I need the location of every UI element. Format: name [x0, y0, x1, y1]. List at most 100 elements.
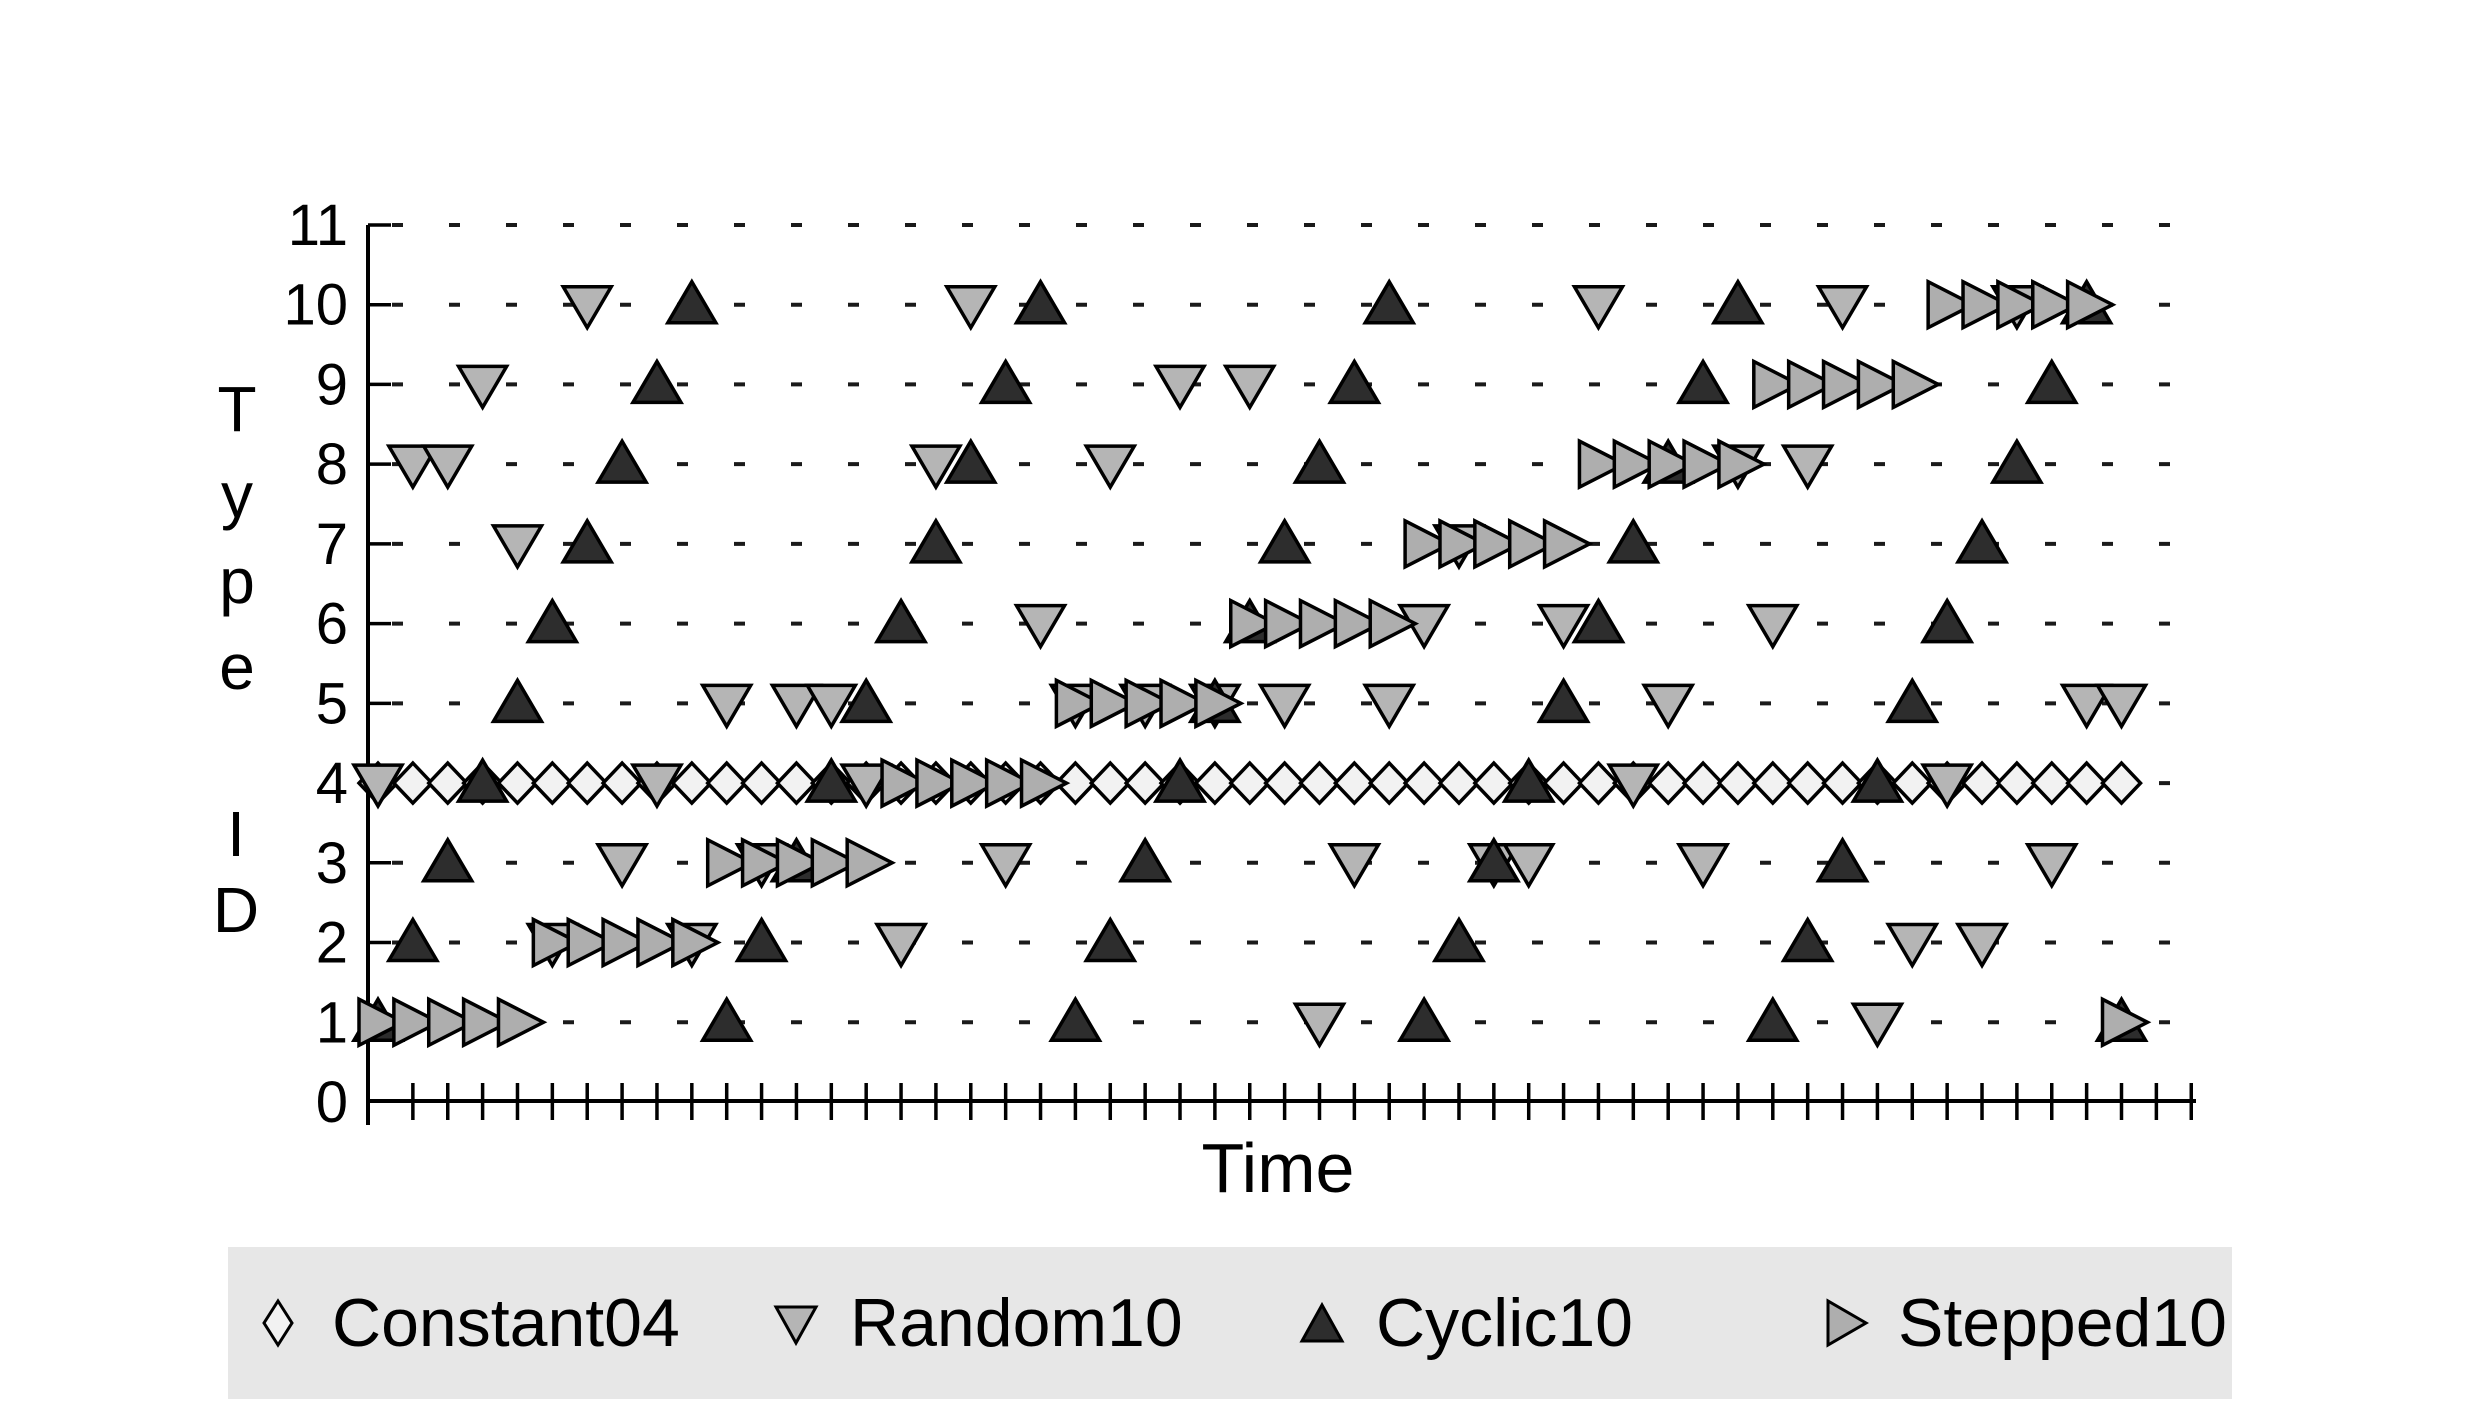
- marker-random10: [1745, 603, 1800, 651]
- marker-cyclic10: [1606, 517, 1661, 564]
- y-tick-label: 11: [288, 193, 348, 258]
- marker-constant04: [1786, 760, 1830, 806]
- marker-stepped10: [1612, 438, 1664, 491]
- marker-stepped10: [984, 757, 1036, 809]
- marker-constant04: [530, 760, 574, 806]
- y-tick-label: 8: [316, 432, 348, 497]
- marker-cyclic10: [1501, 756, 1556, 803]
- marker-random10: [1501, 843, 1556, 890]
- y-axis-title-letter: I: [227, 798, 245, 870]
- marker-random10: [1676, 843, 1731, 890]
- marker-stepped10: [1786, 358, 1838, 411]
- marker-stepped10: [1333, 597, 1385, 650]
- marker-stepped10: [392, 996, 443, 1049]
- marker-stepped10: [601, 916, 652, 969]
- marker-cyclic10: [1013, 278, 1068, 325]
- y-tick-label: 3: [316, 831, 348, 896]
- marker-stepped10: [2100, 996, 2152, 1049]
- x-axis-title: Time: [1202, 1129, 1355, 1207]
- marker-cyclic10: [839, 676, 894, 724]
- marker-cyclic10: [1083, 916, 1138, 963]
- marker-random10: [1850, 1002, 1905, 1049]
- marker-cyclic10: [1885, 676, 1940, 724]
- marker-constant04: [1332, 760, 1376, 806]
- marker-random10: [490, 524, 545, 571]
- marker-random10: [1641, 683, 1696, 730]
- y-tick-label: 1: [316, 990, 348, 1055]
- marker-stepped10: [915, 757, 966, 809]
- marker-random10: [1152, 364, 1208, 411]
- marker-random10: [1954, 922, 2010, 970]
- marker-random10: [943, 284, 998, 332]
- marker-cyclic10: [1989, 437, 2044, 484]
- marker-random10: [595, 843, 650, 890]
- series-stepped10: [357, 278, 2152, 1049]
- marker-stepped10: [1821, 358, 1873, 411]
- marker-cyclic10: [1676, 357, 1731, 405]
- marker-stepped10: [1194, 677, 1245, 730]
- marker-stepped10: [880, 757, 931, 809]
- marker-cyclic10: [525, 597, 580, 644]
- marker-cyclic10: [699, 995, 754, 1043]
- marker-random10: [1920, 763, 1975, 810]
- marker-stepped10: [1403, 518, 1454, 570]
- marker-constant04: [565, 760, 609, 806]
- y-tick-label: 2: [316, 911, 348, 976]
- marker-stepped10: [426, 996, 478, 1049]
- marker-stepped10: [531, 916, 583, 969]
- marker-random10: [1362, 683, 1417, 730]
- y-axis-title-letter: D: [213, 874, 259, 946]
- marker-cyclic10: [1048, 995, 1103, 1043]
- marker-stepped10: [2031, 278, 2082, 331]
- marker-random10: [560, 284, 615, 332]
- marker-random10: [1327, 843, 1382, 890]
- legend-label: Constant04: [332, 1285, 680, 1361]
- marker-stepped10: [1438, 518, 1489, 570]
- marker-cyclic10: [1431, 916, 1487, 963]
- y-tick-label: 9: [316, 352, 348, 417]
- marker-stepped10: [1054, 677, 1106, 730]
- marker-stepped10: [775, 836, 827, 889]
- marker-stepped10: [1124, 677, 1175, 730]
- marker-constant04: [1751, 760, 1795, 806]
- marker-stepped10: [496, 996, 548, 1049]
- marker-cyclic10: [490, 676, 545, 724]
- marker-stepped10: [357, 996, 408, 1049]
- marker-cyclic10: [1152, 756, 1208, 803]
- marker-cyclic10: [1815, 836, 1870, 883]
- y-axis-title-letter: T: [217, 373, 256, 445]
- marker-cyclic10: [1257, 517, 1312, 564]
- y-tick-label: 6: [316, 592, 348, 657]
- marker-cyclic10: [1292, 437, 1347, 484]
- marker-constant04: [2100, 760, 2143, 806]
- triangle-right-icon: [1826, 1298, 1869, 1348]
- marker-random10: [1815, 284, 1870, 332]
- y-tick-label: 5: [316, 671, 348, 736]
- marker-stepped10: [1961, 278, 2012, 331]
- marker-stepped10: [1926, 278, 1977, 331]
- marker-cyclic10: [629, 357, 685, 405]
- legend-item-constant04: Constant04: [250, 1247, 680, 1399]
- marker-cyclic10: [2024, 357, 2079, 405]
- marker-cyclic10: [595, 437, 650, 484]
- legend-item-random10: Random10: [768, 1247, 1183, 1399]
- marker-cyclic10: [804, 756, 859, 803]
- y-tick-label: 0: [316, 1070, 348, 1135]
- triangle-down-icon: [773, 1305, 819, 1347]
- marker-stepped10: [740, 836, 792, 889]
- marker-stepped10: [636, 916, 687, 969]
- legend: Constant04 Random10 Cyclic10 Stepped10: [228, 1247, 2232, 1399]
- marker-cyclic10: [1327, 357, 1382, 405]
- marker-stepped10: [950, 757, 1001, 809]
- marker-cyclic10: [1118, 836, 1173, 883]
- marker-stepped10: [1507, 518, 1559, 570]
- marker-cyclic10: [1710, 278, 1765, 325]
- marker-stepped10: [1682, 438, 1733, 491]
- marker-stepped10: [1263, 597, 1315, 650]
- marker-stepped10: [1089, 677, 1141, 730]
- legend-label: Stepped10: [1898, 1285, 2227, 1361]
- marker-cyclic10: [420, 836, 475, 883]
- marker-cyclic10: [385, 916, 440, 963]
